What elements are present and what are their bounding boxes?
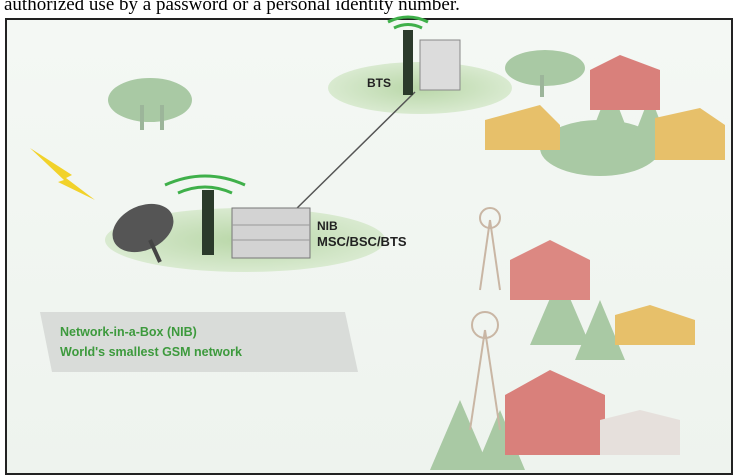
caption-box xyxy=(40,312,358,372)
link-line xyxy=(289,91,416,216)
caption-line: Network-in-a-Box (NIB) xyxy=(60,325,197,339)
caption-line: World's smallest GSM network xyxy=(60,345,242,359)
nib-station xyxy=(164,174,311,259)
header-text: authorized use by a password or a person… xyxy=(4,0,460,15)
satellite-dish xyxy=(112,203,174,263)
bts-tower xyxy=(387,15,461,95)
nib-sub-label: MSC/BSC/BTS xyxy=(317,234,407,249)
windmills xyxy=(469,207,501,431)
lightning xyxy=(30,148,95,200)
barns xyxy=(485,55,725,455)
bts-label: BTS xyxy=(367,76,391,90)
nib-label: NIB xyxy=(317,219,338,233)
